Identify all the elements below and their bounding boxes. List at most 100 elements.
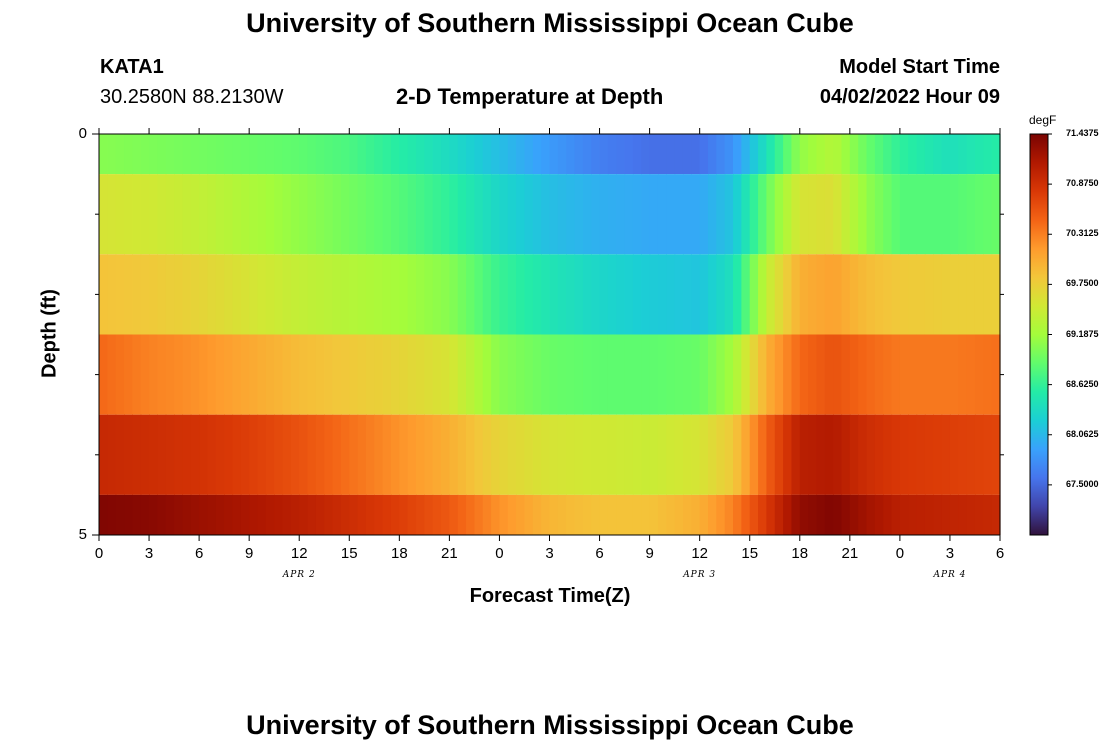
heatmap-cell — [983, 174, 993, 255]
heatmap-cell — [582, 334, 592, 415]
heatmap-cell — [215, 174, 225, 255]
heatmap-cell — [866, 174, 876, 255]
heatmap-cell — [674, 334, 684, 415]
heatmap-cell — [582, 254, 592, 335]
heatmap-cell — [974, 414, 984, 495]
heatmap-cell — [833, 494, 843, 535]
heatmap-cell — [841, 134, 851, 175]
heatmap-cell — [632, 494, 642, 535]
heatmap-cell — [165, 174, 175, 255]
heatmap-cell — [549, 414, 559, 495]
heatmap-cell — [207, 134, 217, 175]
heatmap-cell — [374, 134, 384, 175]
heatmap-cell — [891, 174, 901, 255]
heatmap-cell — [724, 494, 734, 535]
heatmap-cell — [941, 254, 951, 335]
heatmap-cell — [691, 414, 701, 495]
heatmap-cell — [232, 334, 242, 415]
heatmap-cell — [140, 134, 150, 175]
heatmap-cell — [499, 254, 509, 335]
heatmap-cell — [315, 254, 325, 335]
heatmap-cell — [516, 494, 526, 535]
heatmap-cell — [290, 254, 300, 335]
x-tick-label: 0 — [94, 545, 104, 562]
heatmap-cell — [157, 134, 167, 175]
heatmap-cell — [666, 134, 676, 175]
heatmap-cell — [983, 334, 993, 415]
heatmap-cell — [766, 174, 776, 255]
heatmap-cell — [699, 134, 709, 175]
heatmap-cell — [549, 174, 559, 255]
heatmap-cell — [432, 334, 442, 415]
heatmap-cell — [591, 134, 601, 175]
heatmap-cell — [582, 414, 592, 495]
heatmap-cell — [858, 494, 868, 535]
heatmap-cell — [474, 174, 484, 255]
heatmap-cell — [858, 334, 868, 415]
heatmap-cell — [582, 494, 592, 535]
heatmap-cell — [232, 254, 242, 335]
heatmap-cell — [190, 254, 200, 335]
heatmap-cell — [399, 414, 409, 495]
axis-ticks — [92, 128, 1004, 541]
heatmap-cell — [224, 174, 234, 255]
heatmap-cell — [182, 334, 192, 415]
heatmap-cell — [349, 494, 359, 535]
heatmap-cell — [182, 494, 192, 535]
heatmap-cell — [357, 334, 367, 415]
heatmap-cell — [758, 174, 767, 255]
heatmap-cell — [382, 254, 392, 335]
heatmap-cell — [791, 334, 801, 415]
heatmap-cell — [474, 414, 484, 495]
heatmap-cell — [649, 134, 659, 175]
heatmap-cell — [641, 414, 651, 495]
heatmap-cell — [774, 174, 784, 255]
heatmap-cell — [249, 334, 259, 415]
heatmap-cell — [140, 174, 150, 255]
heatmap-cell — [365, 134, 375, 175]
heatmap-cell — [340, 254, 350, 335]
heatmap-cell — [632, 174, 642, 255]
heatmap-cell — [724, 334, 734, 415]
x-tick-label: 18 — [390, 545, 408, 562]
heatmap-cell — [265, 134, 275, 175]
heatmap-cell — [799, 414, 809, 495]
heatmap-cell — [257, 134, 267, 175]
heatmap-cell — [124, 414, 133, 495]
heatmap-cell — [299, 134, 309, 175]
heatmap-cell — [441, 494, 450, 535]
heatmap-cell — [382, 414, 392, 495]
heatmap-cell — [908, 134, 918, 175]
heatmap-cell — [441, 414, 450, 495]
colorbar-tick-label: 69.7500 — [1066, 278, 1099, 289]
heatmap-cell — [849, 134, 859, 175]
heatmap-cell — [165, 334, 175, 415]
heatmap-cell — [207, 174, 217, 255]
temperature-depth-heatmap — [92, 128, 1052, 541]
heatmap-cell — [724, 134, 734, 175]
heatmap-cell — [899, 494, 909, 535]
heatmap-cell — [974, 494, 984, 535]
heatmap-cell — [599, 414, 609, 495]
heatmap-cell — [365, 334, 375, 415]
heatmap-cell — [599, 334, 609, 415]
heatmap-cell — [591, 254, 601, 335]
colorbar-tick-label: 70.3125 — [1066, 228, 1099, 239]
heatmap-cell — [874, 494, 884, 535]
x-tick-label: 18 — [791, 545, 809, 562]
heatmap-cell — [682, 134, 692, 175]
heatmap-cell — [557, 254, 567, 335]
heatmap-cell — [549, 494, 559, 535]
heatmap-cell — [290, 174, 300, 255]
heatmap-cell — [808, 134, 818, 175]
heatmap-cell — [390, 174, 400, 255]
heatmap-cell — [99, 494, 108, 535]
heatmap-cell — [249, 414, 259, 495]
heatmap-cell — [507, 254, 517, 335]
heatmap-cell — [249, 254, 259, 335]
heatmap-cell — [591, 494, 601, 535]
heatmap-cell — [516, 254, 526, 335]
heatmap-cell — [399, 494, 409, 535]
heatmap-cell — [449, 494, 459, 535]
x-tick-label: 12 — [290, 545, 308, 562]
